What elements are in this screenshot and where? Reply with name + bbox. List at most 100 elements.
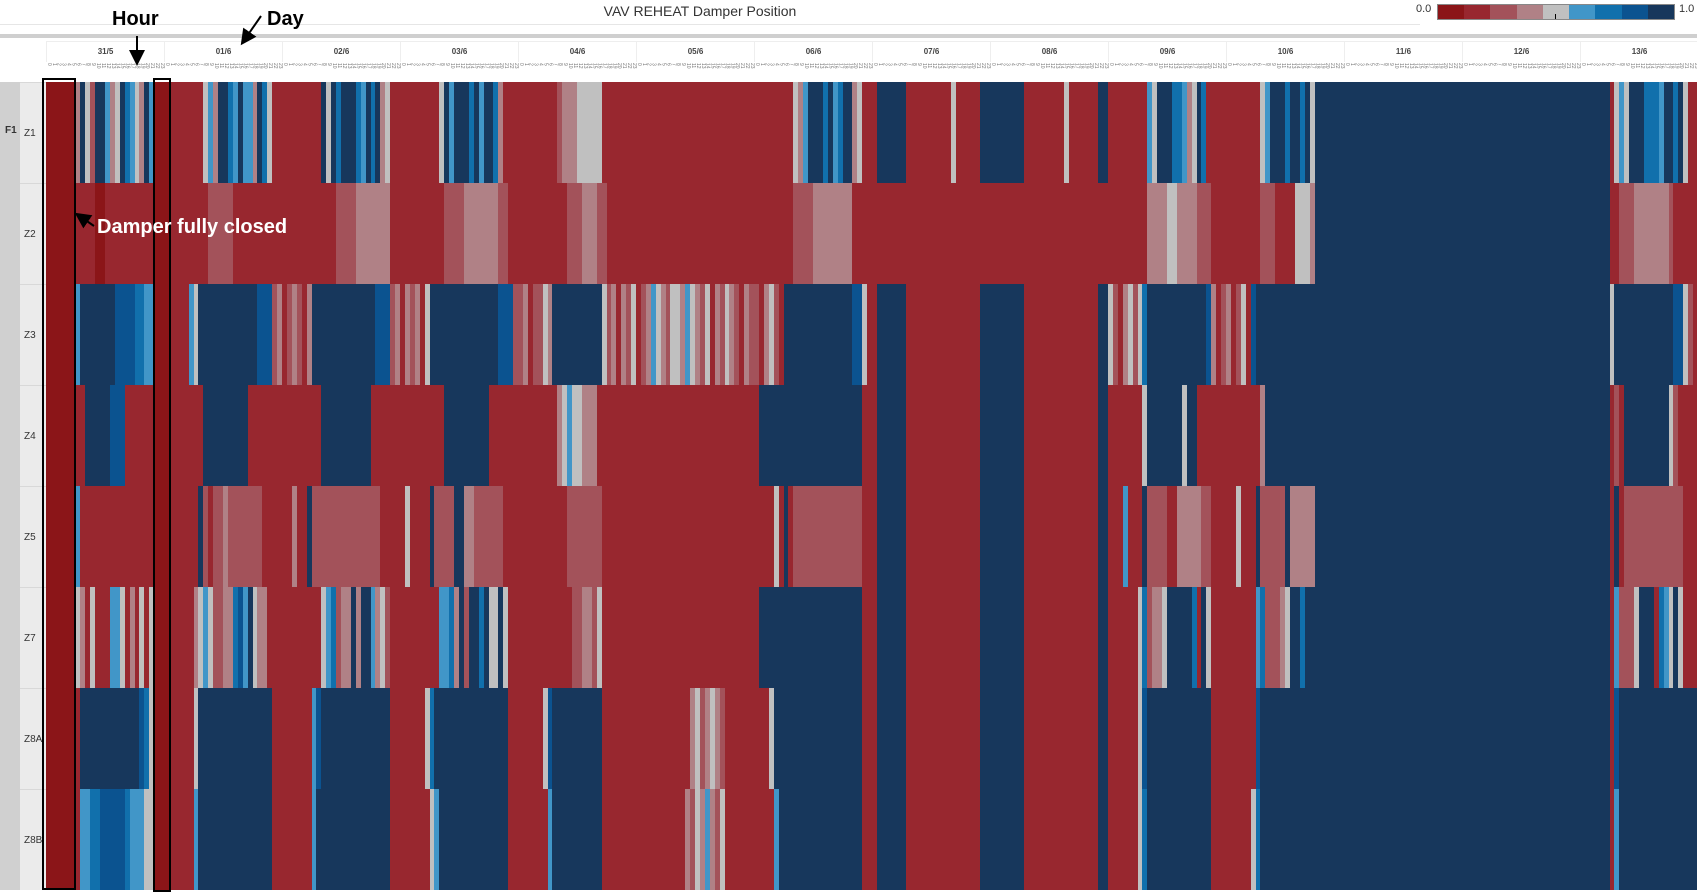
heatmap-cell (680, 284, 686, 385)
hour-tick-label: 11 (1279, 63, 1286, 69)
day-label: 02/6 (282, 42, 400, 62)
heatmap-cell (1171, 82, 1178, 183)
heatmap-cell (1614, 284, 1674, 385)
heatmap-cell (1122, 284, 1129, 385)
heatmap-cell (336, 587, 342, 688)
hour-tick-label: 11 (925, 63, 932, 69)
hour-tick-label: 22 (862, 63, 869, 69)
heatmap-cell (768, 284, 775, 385)
heatmap-cell (1609, 587, 1615, 688)
heatmap-cell (581, 82, 588, 183)
heatmap-cell (1255, 587, 1261, 688)
hour-tick-label: 6 (1255, 63, 1262, 66)
day-label: 12/6 (1462, 42, 1580, 62)
heatmap-cell (1147, 688, 1212, 789)
hour-tick-label: 17 (719, 63, 726, 69)
hour-tick-label: 18 (370, 63, 377, 69)
heatmap-cell (404, 486, 411, 587)
heatmap-cell (85, 82, 91, 183)
hour-tick-label: 17 (247, 63, 254, 69)
hour-tick-label: 18 (1196, 63, 1203, 69)
heatmap-cell (754, 284, 760, 385)
hour-tick-label: 1 (404, 63, 411, 66)
hour-tick-label: 9 (680, 63, 687, 66)
hour-tick-label: 12 (340, 63, 347, 69)
heatmap-cell (1255, 486, 1261, 587)
hour-tick-label: 4 (655, 63, 662, 66)
hour-tick-label: 4 (773, 63, 780, 66)
heatmap-cell (1098, 587, 1109, 688)
hour-tick-label: 21 (1447, 63, 1454, 69)
heatmap-cell (562, 82, 568, 183)
heatmap-cell (95, 183, 106, 284)
hour-tick-label: 5 (424, 63, 431, 66)
heatmap-cell (1211, 284, 1217, 385)
heatmap-cell (336, 82, 342, 183)
hour-tick-label: 13 (1643, 63, 1650, 69)
heatmap-cell (837, 82, 843, 183)
heatmap-cell (46, 486, 76, 587)
heatmap-cell (611, 284, 617, 385)
hour-tick-label: 14 (468, 63, 475, 69)
hour-tick-label: 14 (940, 63, 947, 69)
heatmap-cell (232, 82, 239, 183)
heatmap-cell (714, 789, 720, 890)
hour-tick-label: 16 (1068, 63, 1075, 69)
heatmap-cell (114, 789, 121, 890)
heatmap-cell (341, 82, 347, 183)
heatmap-cell (1609, 486, 1615, 587)
hour-tick-label: 15 (1535, 63, 1542, 69)
heatmap-cell (577, 82, 583, 183)
heatmap-cell (1167, 587, 1173, 688)
heatmap-cell (463, 587, 470, 688)
heatmap-cell (1260, 183, 1276, 284)
heatmap-cell (724, 284, 730, 385)
heatmap-cell (650, 284, 657, 385)
heatmap-cell (90, 789, 96, 890)
hour-tick-label: 3 (1476, 63, 1483, 66)
hour-tick-label: 15 (1417, 63, 1424, 69)
heatmap-cell (601, 385, 760, 486)
heatmap-cell (168, 183, 209, 284)
hour-tick-label: 8 (321, 63, 328, 66)
heatmap-cell (876, 587, 907, 688)
heatmap-cell (1191, 82, 1197, 183)
hour-tick-label: 20 (144, 63, 151, 69)
heatmap-cell (370, 385, 445, 486)
heatmap-cell (1235, 486, 1242, 587)
hour-tick-label: 3 (768, 63, 775, 66)
hour-tick-label: 10 (95, 63, 102, 69)
heatmap-cell (567, 82, 573, 183)
hour-tick-label: 19 (1555, 63, 1562, 69)
heatmap-cell (852, 183, 1148, 284)
heatmap-cell (1147, 183, 1168, 284)
heatmap-cell (232, 183, 337, 284)
heatmap-cell (114, 82, 121, 183)
heatmap-cell (1624, 486, 1684, 587)
heatmap-cell (773, 789, 779, 890)
hour-tick-label: 12 (1048, 63, 1055, 69)
heatmap-cell (454, 82, 460, 183)
heatmap-cell (139, 82, 145, 183)
heatmap-cell (876, 82, 907, 183)
heatmap-cell (105, 789, 111, 890)
heatmap-cell (1201, 82, 1207, 183)
heatmap-cell (1678, 385, 1697, 486)
heatmap-cell (1624, 587, 1630, 688)
day-arrow (240, 15, 262, 46)
hour-tick-label: 14 (822, 63, 829, 69)
legend-swatch (1464, 5, 1491, 19)
heatmap-cell (695, 789, 701, 890)
heatmap-cell (80, 789, 86, 890)
heatmap-cell (1127, 284, 1133, 385)
heatmap-cell (355, 183, 391, 284)
hour-tick-label: 14 (1294, 63, 1301, 69)
hour-tick-label: 0 (45, 63, 52, 66)
hour-tick-label: 15 (591, 63, 598, 69)
heatmap-cell (906, 486, 981, 587)
hour-tick-label: 10 (803, 63, 810, 69)
hour-tick-label: 23 (512, 63, 519, 69)
heatmap-cell (75, 789, 81, 890)
heatmap-cell (699, 789, 706, 890)
heatmap-cell (1142, 587, 1148, 688)
